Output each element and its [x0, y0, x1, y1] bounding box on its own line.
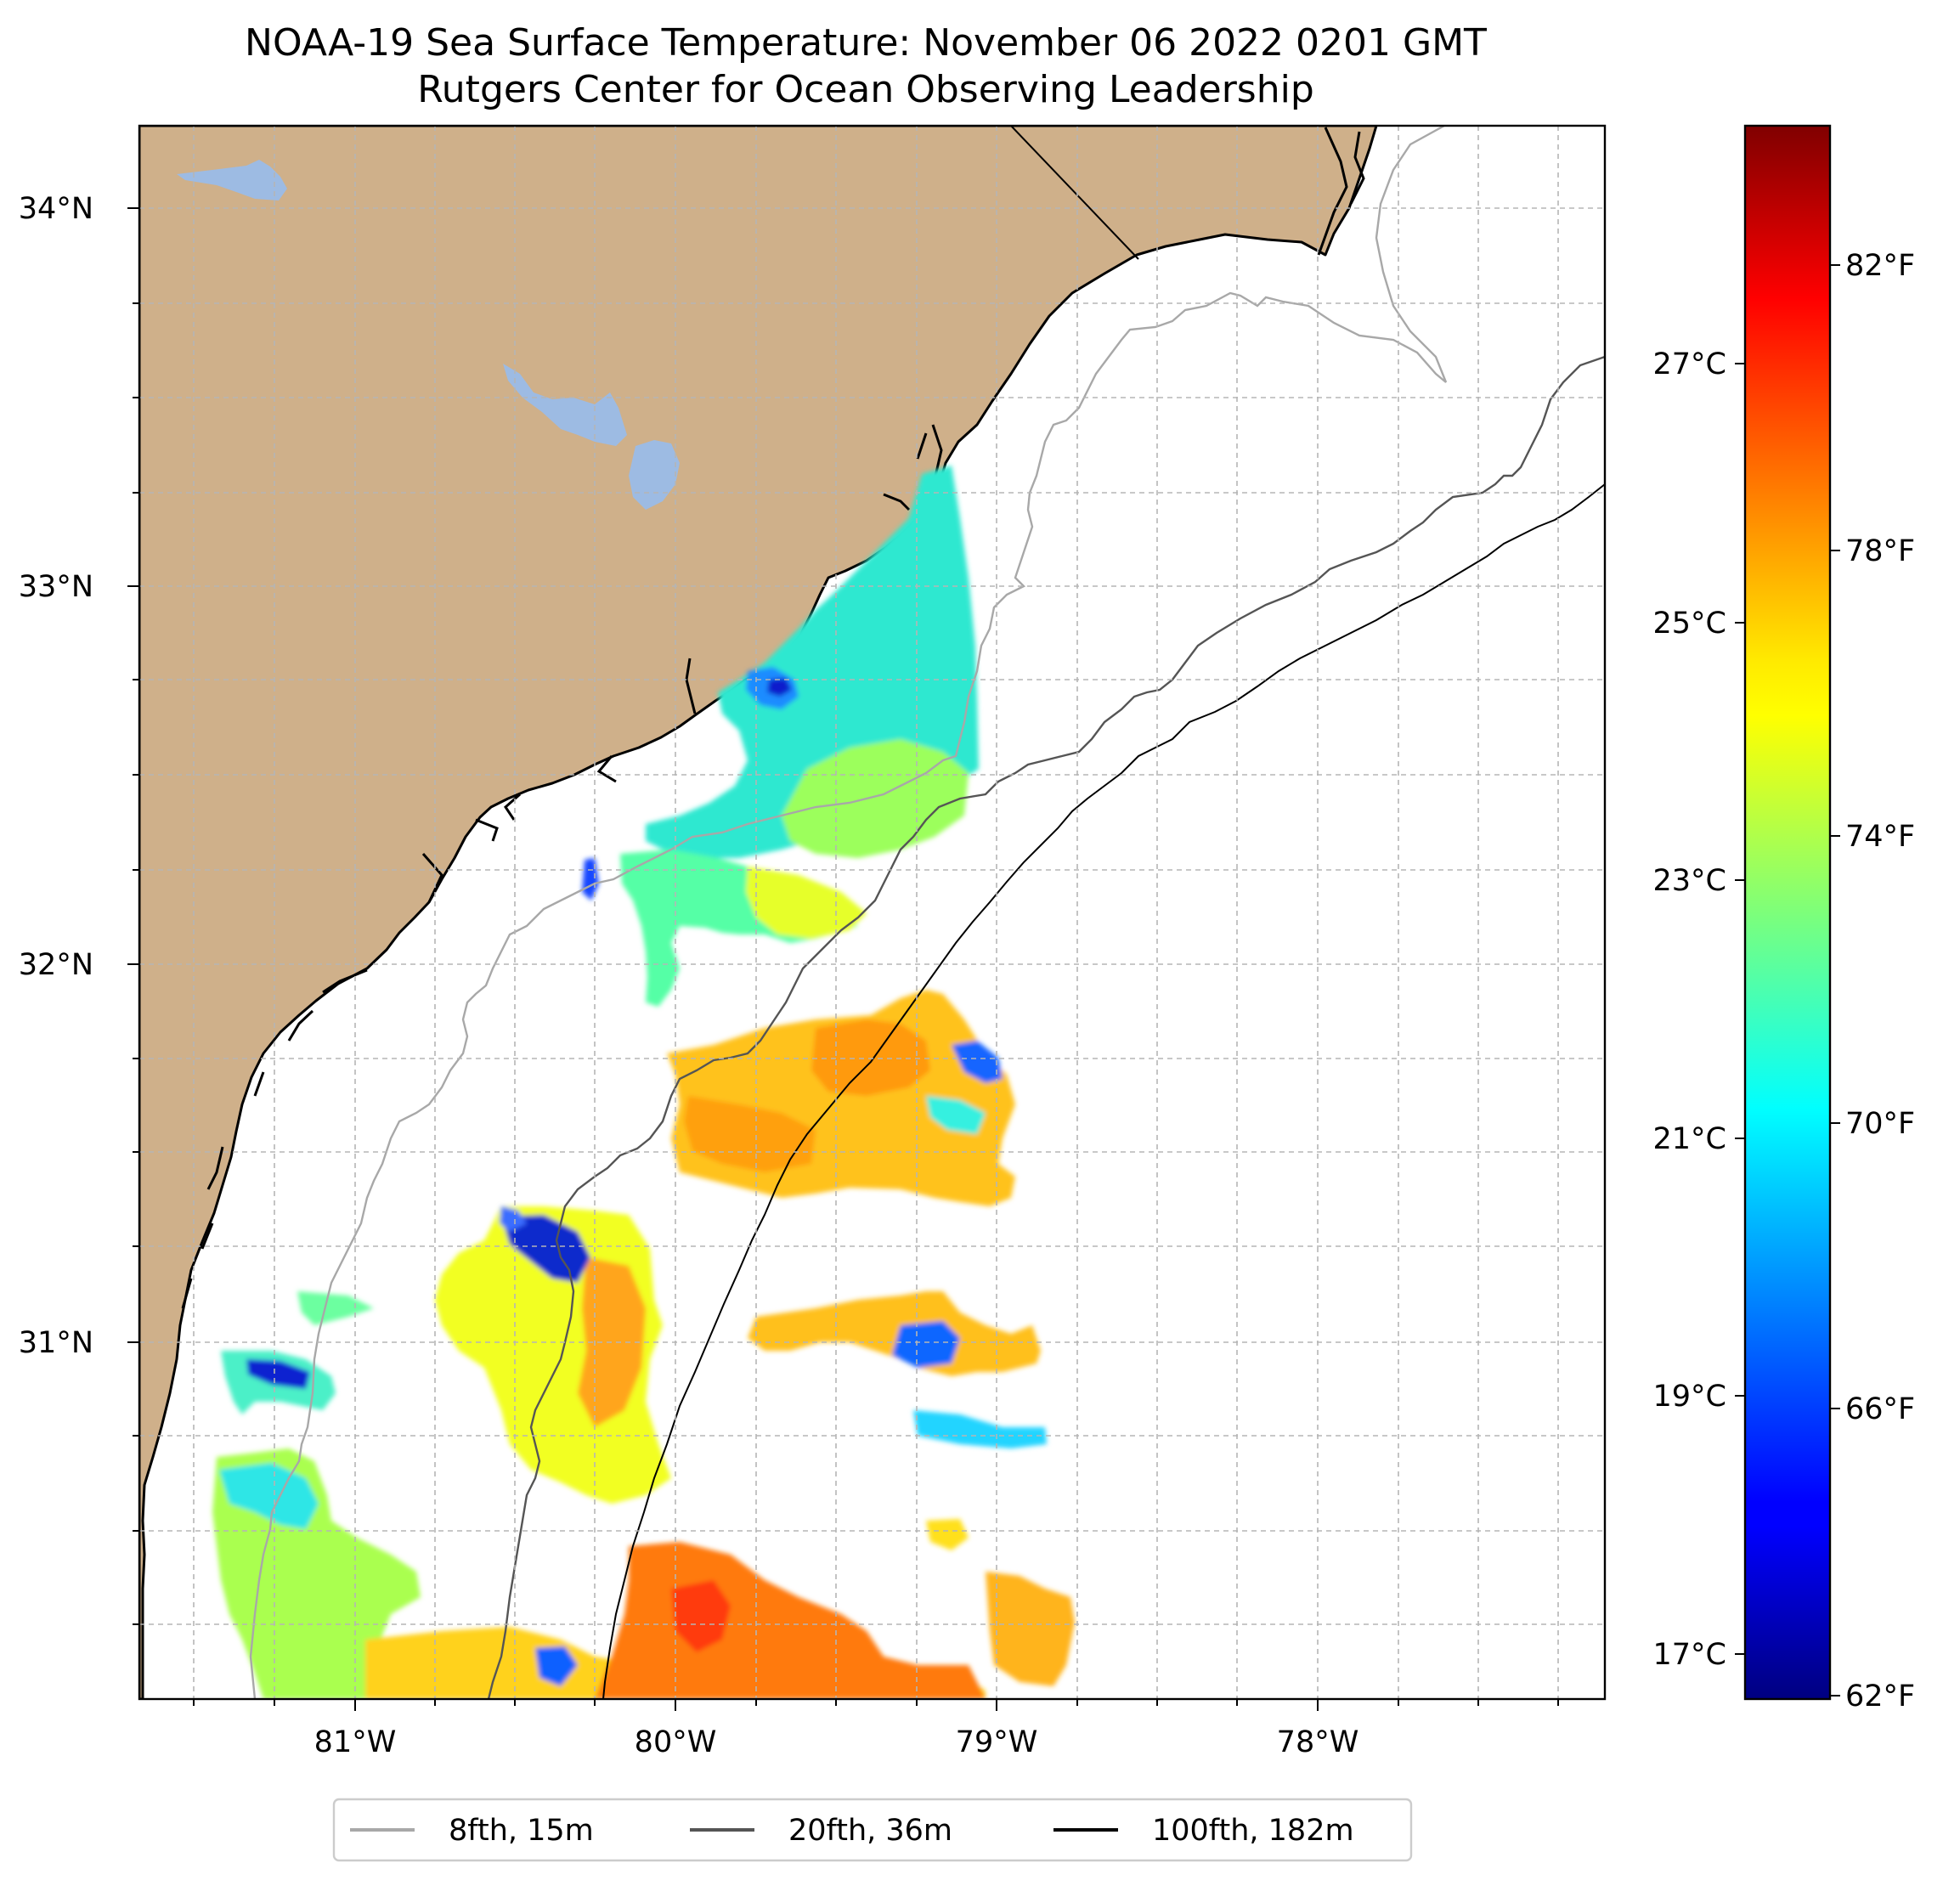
lon-label-78w: 78°W: [1277, 1725, 1359, 1759]
lat-label-32n: 32°N: [19, 948, 93, 982]
colorbar-label-17c: 17°C: [1653, 1638, 1726, 1672]
sst-patch-north-green: [782, 739, 969, 858]
map-panel: [139, 126, 1605, 1699]
isobath-8fth: [249, 126, 1448, 1699]
lat-label-33n: 33°N: [19, 570, 93, 604]
sst-patch-east: [748, 1291, 1041, 1376]
lon-label-80w: 80°W: [635, 1725, 717, 1759]
sst-patch-sw-blue: [501, 1215, 590, 1283]
sst-field: [212, 466, 1075, 1699]
colorbar-label-23c: 23°C: [1653, 864, 1726, 898]
lat-label-31n: 31°N: [19, 1326, 93, 1360]
isobath-20fth: [487, 355, 1605, 1699]
legend: 8fth, 15m 20fth, 36m 100fth, 182m: [332, 1798, 1413, 1862]
colorbar-label-19c: 19°C: [1653, 1380, 1726, 1414]
longitude-ticks: [193, 1699, 1559, 1711]
gridlines: [139, 126, 1605, 1699]
colorbar-ticks-f: [1830, 264, 1840, 1697]
legend-label-100fth: 100fth, 182m: [1152, 1814, 1354, 1848]
sst-patch-sw-orange: [578, 1257, 646, 1427]
sst-patch-central-orange2: [684, 1096, 816, 1172]
colorbar-gradient: [1743, 124, 1832, 1701]
sst-patch-central-blue: [952, 1041, 1003, 1083]
sst-patch-se: [986, 1572, 1075, 1686]
colorbar-label-78f: 78°F: [1845, 534, 1915, 568]
map-frame: [138, 124, 1607, 1701]
sst-patch-darkblue: [767, 678, 792, 697]
lon-label-79w: 79°W: [956, 1725, 1038, 1759]
sst-patch-south-cyan: [219, 1463, 319, 1529]
lat-label-34n: 34°N: [19, 192, 93, 226]
lon-label-81w: 81°W: [314, 1725, 397, 1759]
sst-patch-ga-green: [297, 1291, 374, 1325]
sst-patch-west-mid: [500, 1206, 527, 1232]
colorbar-label-74f: 74°F: [1845, 820, 1915, 854]
sst-patch-east-blue: [892, 1321, 960, 1368]
state-border: [1010, 126, 1139, 260]
colorbar-label-66f: 66°F: [1845, 1392, 1915, 1426]
sst-patch-south-blue: [535, 1646, 578, 1686]
legend-label-8fth: 8fth, 15m: [449, 1814, 594, 1848]
colorbar-label-70f: 70°F: [1845, 1107, 1915, 1141]
sst-patch-west-dblue: [246, 1359, 310, 1389]
colorbar-label-27c: 27°C: [1653, 347, 1726, 381]
isobath-100fth: [602, 483, 1605, 1699]
title-line-2: Rutgers Center for Ocean Observing Leade…: [417, 68, 1314, 111]
sst-patch-east-cyan: [913, 1410, 1047, 1448]
sst-patch-central-orange: [811, 1019, 930, 1096]
legend-box: [332, 1798, 1413, 1862]
lake-marion: [177, 160, 287, 200]
sst-patch-central-cyan: [926, 1096, 986, 1134]
colorbar-ticks-c: [1735, 363, 1745, 1655]
colorbar-label-82f: 82°F: [1845, 249, 1915, 283]
colorbar: 82°F 78°F 74°F 70°F 66°F 62°F 27°C 25°C …: [1653, 124, 1915, 1713]
sst-patch-south-red: [671, 1580, 731, 1652]
colorbar-label-25c: 25°C: [1653, 607, 1726, 641]
lake-moultrie-area: [503, 364, 627, 446]
sst-patch-south-orange: [595, 1542, 986, 1699]
latitude-ticks: [127, 207, 139, 1625]
legend-label-20fth: 20fth, 36m: [788, 1814, 952, 1848]
colorbar-label-62f: 62°F: [1845, 1680, 1915, 1713]
sst-patch-se-small: [926, 1519, 969, 1550]
colorbar-label-21c: 21°C: [1653, 1122, 1726, 1156]
title-line-1: NOAA-19 Sea Surface Temperature: Novembe…: [245, 21, 1487, 65]
